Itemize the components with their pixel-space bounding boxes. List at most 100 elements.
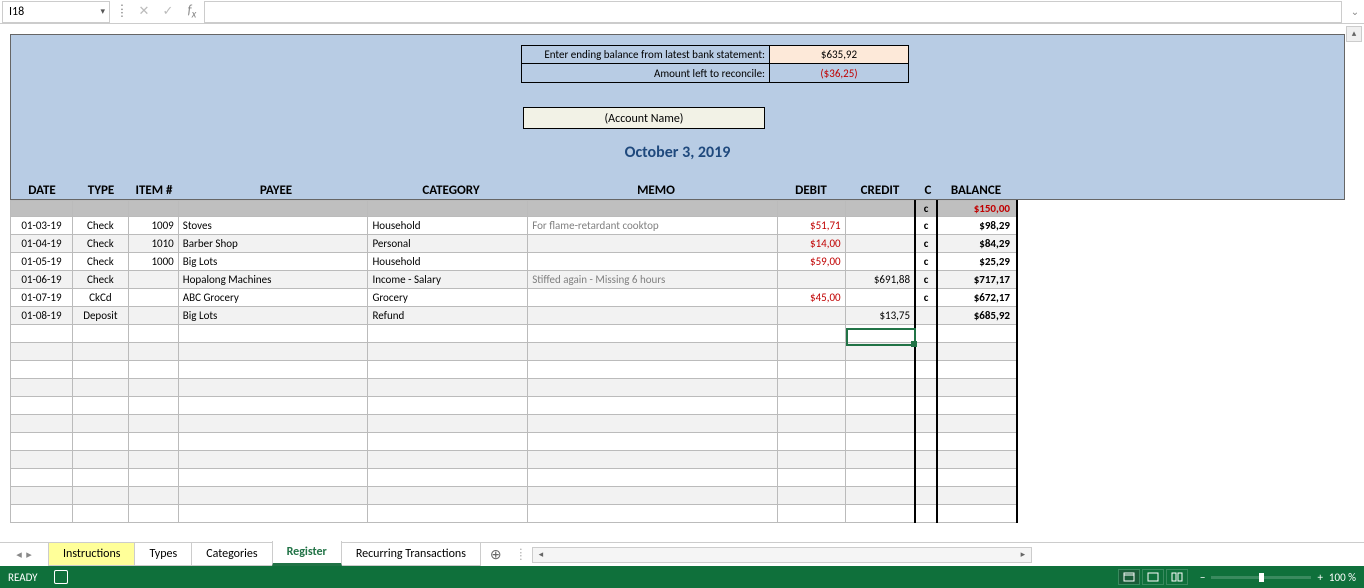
cell-date[interactable]: 01-06-19: [11, 271, 73, 289]
cell-cleared[interactable]: c: [915, 235, 937, 253]
tabs-resize-handle[interactable]: ⁞: [518, 548, 524, 562]
cell-item[interactable]: [128, 289, 178, 307]
table-row[interactable]: 01-07-19CkCdABC GroceryGrocery$45,00c$67…: [11, 289, 1018, 307]
sheet-tab-register[interactable]: Register: [272, 541, 342, 566]
cell-item[interactable]: 1010: [128, 235, 178, 253]
cell-item[interactable]: [128, 307, 178, 325]
cell-debit[interactable]: $51,71: [777, 217, 845, 235]
cell-cleared[interactable]: c: [915, 253, 937, 271]
cell-category[interactable]: Household: [368, 253, 528, 271]
cell-debit[interactable]: [777, 271, 845, 289]
cell-debit[interactable]: $14,00: [777, 235, 845, 253]
table-row-empty[interactable]: [11, 397, 1018, 415]
cell-credit[interactable]: [845, 289, 915, 307]
cell-category[interactable]: Household: [368, 217, 528, 235]
formula-input[interactable]: [204, 1, 1342, 23]
table-row-empty[interactable]: [11, 415, 1018, 433]
cell-date[interactable]: 01-07-19: [11, 289, 73, 307]
scroll-up-icon[interactable]: ▴: [1346, 26, 1362, 42]
cell-type[interactable]: Deposit: [72, 307, 128, 325]
table-row[interactable]: 01-08-19DepositBig LotsRefund$13,75$685,…: [11, 307, 1018, 325]
name-box[interactable]: I18 ▾: [2, 1, 110, 23]
cell-memo[interactable]: [528, 235, 778, 253]
sheet-tab-types[interactable]: Types: [134, 543, 192, 566]
cell-date[interactable]: 01-04-19: [11, 235, 73, 253]
zoom-in-button[interactable]: +: [1317, 571, 1322, 584]
table-row-empty[interactable]: [11, 433, 1018, 451]
zoom-level[interactable]: 100 %: [1329, 571, 1356, 584]
table-row-empty[interactable]: [11, 361, 1018, 379]
tab-nav[interactable]: ◂ ▸: [0, 548, 48, 561]
cell-item[interactable]: 1000: [128, 253, 178, 271]
cell-category[interactable]: Personal: [368, 235, 528, 253]
ending-balance-value[interactable]: $635,92: [770, 46, 908, 64]
normal-view-button[interactable]: [1118, 569, 1140, 585]
cell-category[interactable]: Refund: [368, 307, 528, 325]
initial-balance-row[interactable]: c $150,00: [11, 201, 1018, 217]
cell-type[interactable]: Check: [72, 235, 128, 253]
scroll-left-icon[interactable]: ◂: [533, 549, 549, 560]
cell-credit[interactable]: [845, 235, 915, 253]
name-box-dropdown-icon[interactable]: ▾: [100, 6, 105, 17]
cell-cleared[interactable]: c: [915, 289, 937, 307]
cell-date[interactable]: 01-08-19: [11, 307, 73, 325]
cell-category[interactable]: Grocery: [368, 289, 528, 307]
cell-credit[interactable]: [845, 253, 915, 271]
table-row-empty[interactable]: [11, 469, 1018, 487]
cell-debit[interactable]: $45,00: [777, 289, 845, 307]
cell-credit[interactable]: $13,75: [845, 307, 915, 325]
cell-cleared[interactable]: c: [915, 217, 937, 235]
zoom-out-button[interactable]: −: [1200, 571, 1205, 584]
sheet-tab-recurring-transactions[interactable]: Recurring Transactions: [341, 543, 481, 566]
formula-accept-icon[interactable]: ✓: [156, 4, 180, 19]
cell-memo[interactable]: [528, 253, 778, 271]
formula-cancel-icon[interactable]: ✕: [132, 4, 156, 19]
table-row-empty[interactable]: [11, 505, 1018, 523]
cell-type[interactable]: CkCd: [72, 289, 128, 307]
cell-payee[interactable]: ABC Grocery: [178, 289, 368, 307]
table-row-empty[interactable]: [11, 325, 1018, 343]
add-sheet-button[interactable]: ⊕: [480, 544, 510, 565]
tab-prev-icon[interactable]: ◂: [16, 548, 22, 561]
table-row-empty[interactable]: [11, 379, 1018, 397]
cell-date[interactable]: 01-05-19: [11, 253, 73, 271]
cell-category[interactable]: Income - Salary: [368, 271, 528, 289]
page-layout-view-button[interactable]: [1142, 569, 1164, 585]
macro-record-icon[interactable]: [54, 570, 68, 584]
cell-type[interactable]: Check: [72, 253, 128, 271]
table-row-empty[interactable]: [11, 451, 1018, 469]
horizontal-scrollbar[interactable]: ◂ ▸: [532, 547, 1032, 563]
cell-date[interactable]: 01-03-19: [11, 217, 73, 235]
cell-cleared[interactable]: c: [915, 271, 937, 289]
initial-cleared[interactable]: c: [915, 201, 937, 217]
table-row[interactable]: 01-06-19Check Hopalong MachinesIncome - S…: [11, 271, 1018, 289]
sheet-tab-categories[interactable]: Categories: [191, 543, 272, 566]
register-table[interactable]: c $150,00 01-03-19Check1009StovesHouseho…: [10, 200, 1018, 523]
cell-item[interactable]: [128, 271, 178, 289]
cell-payee[interactable]: Stoves: [178, 217, 368, 235]
cell-type[interactable]: Check: [72, 271, 128, 289]
table-row-empty[interactable]: [11, 487, 1018, 505]
tab-next-icon[interactable]: ▸: [26, 548, 32, 561]
fx-icon[interactable]: fx: [180, 3, 204, 21]
account-name-field[interactable]: (Account Name): [523, 107, 765, 129]
cell-memo[interactable]: Stiffed again - Missing 6 hours: [528, 271, 778, 289]
formula-expand-icon[interactable]: ⌄: [1346, 5, 1364, 18]
cell-cleared[interactable]: [915, 307, 937, 325]
table-row-empty[interactable]: [11, 343, 1018, 361]
cell-payee[interactable]: Barber Shop: [178, 235, 368, 253]
cell-item[interactable]: 1009: [128, 217, 178, 235]
cell-credit[interactable]: [845, 217, 915, 235]
cell-memo[interactable]: For flame-retardant cooktop: [528, 217, 778, 235]
sheet-tab-instructions[interactable]: Instructions: [48, 543, 135, 566]
cell-memo[interactable]: [528, 289, 778, 307]
table-row[interactable]: 01-03-19Check1009StovesHouseholdFor flam…: [11, 217, 1018, 235]
cell-memo[interactable]: [528, 307, 778, 325]
cell-type[interactable]: Check: [72, 217, 128, 235]
page-break-view-button[interactable]: [1166, 569, 1188, 585]
cell-payee[interactable]: Big Lots: [178, 307, 368, 325]
cell-payee[interactable]: Hopalong Machines: [178, 271, 368, 289]
cell-debit[interactable]: [777, 307, 845, 325]
cell-debit[interactable]: $59,00: [777, 253, 845, 271]
cell-credit[interactable]: $691,88: [845, 271, 915, 289]
